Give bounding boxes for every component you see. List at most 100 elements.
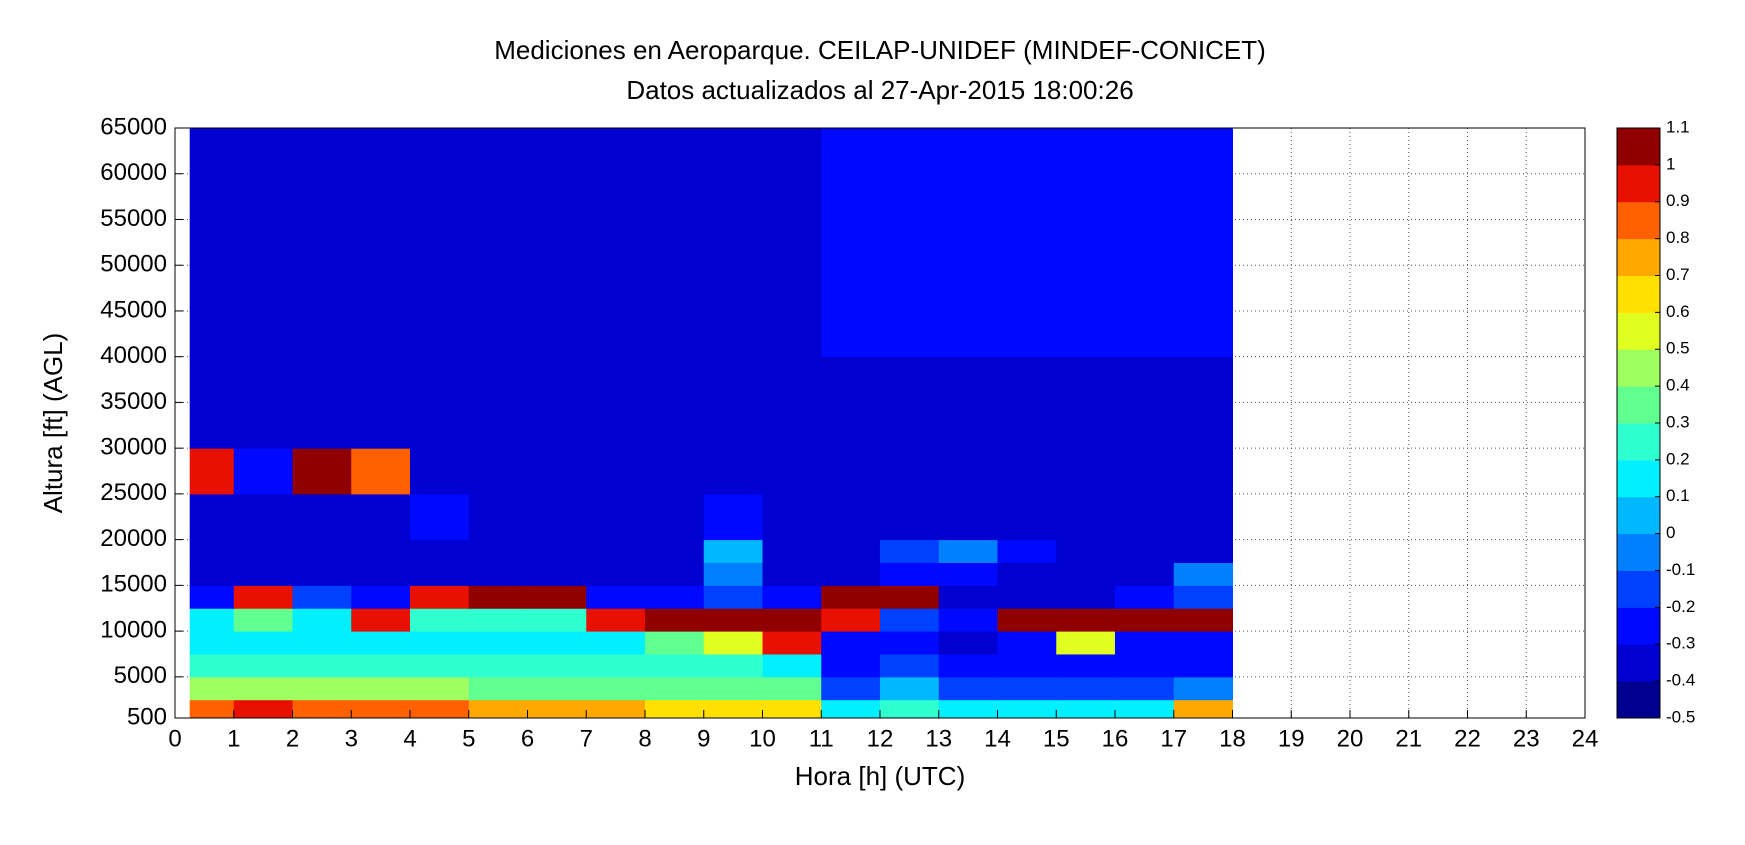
heatmap-cell <box>292 562 352 586</box>
heatmap-cell <box>821 493 881 541</box>
heatmap-cell <box>586 539 646 563</box>
heatmap-cell <box>233 128 293 266</box>
heatmap-cell <box>527 585 587 609</box>
heatmap-cell <box>292 608 352 632</box>
x-tick-label: 7 <box>580 725 593 752</box>
x-tick-label: 14 <box>984 725 1011 752</box>
y-tick-label: 25000 <box>100 479 167 506</box>
x-tick-label: 19 <box>1278 725 1305 752</box>
heatmap-cell <box>189 653 235 678</box>
y-tick-label: 5000 <box>114 662 167 689</box>
colorbar-swatch <box>1617 386 1660 424</box>
heatmap-cell <box>997 653 1057 678</box>
heatmap-cell <box>645 539 705 563</box>
x-tick-label: 16 <box>1102 725 1129 752</box>
x-tick-label: 9 <box>697 725 710 752</box>
heatmap-cell <box>468 608 528 632</box>
chart-title: Mediciones en Aeroparque. CEILAP-UNIDEF … <box>494 35 1266 65</box>
heatmap-cell <box>527 265 587 358</box>
heatmap-cell <box>880 356 940 449</box>
heatmap-cell <box>880 493 940 541</box>
x-tick-label: 20 <box>1337 725 1364 752</box>
heatmap-cell <box>292 539 352 563</box>
heatmap-cell <box>527 539 587 563</box>
heatmap-cell <box>1056 676 1116 701</box>
heatmap-cell <box>645 699 705 719</box>
heatmap-cell <box>1173 631 1233 655</box>
colorbar-tick-label: 0 <box>1666 523 1675 542</box>
heatmap-cell <box>762 585 822 609</box>
heatmap-cell <box>586 493 646 541</box>
heatmap-cell <box>762 493 822 541</box>
heatmap-cell <box>586 585 646 609</box>
heatmap-cell <box>1115 699 1175 719</box>
heatmap-cell <box>762 539 822 563</box>
heatmap-cell <box>1056 128 1116 266</box>
heatmap-cell <box>351 608 411 632</box>
heatmap-cell <box>1173 265 1233 358</box>
heatmap-cell <box>468 265 528 358</box>
heatmap-cell <box>821 128 881 266</box>
colorbar-swatch <box>1617 644 1660 682</box>
heatmap-cell <box>351 585 411 609</box>
heatmap-cell <box>468 676 528 701</box>
heatmap-cell <box>997 493 1057 541</box>
colorbar-tick-label: -0.1 <box>1666 560 1695 579</box>
heatmap-cell <box>586 653 646 678</box>
heatmap-cell <box>880 128 940 266</box>
heatmap-cell <box>1115 356 1175 449</box>
colorbar-tick-label: 1 <box>1666 154 1675 173</box>
heatmap-cell <box>645 653 705 678</box>
heatmap-cell <box>703 653 763 678</box>
heatmap-cell <box>703 631 763 655</box>
heatmap-cell <box>645 128 705 266</box>
heatmap-cell <box>527 631 587 655</box>
colorbar-swatch <box>1617 238 1660 276</box>
colorbar-tick-label: 0.4 <box>1666 376 1690 395</box>
heatmap-cell <box>821 653 881 678</box>
heatmap-cell <box>1056 562 1116 586</box>
heatmap-cell <box>1173 356 1233 449</box>
heatmap-cell <box>233 493 293 541</box>
heatmap-cell <box>468 585 528 609</box>
heatmap-cell <box>821 699 881 719</box>
heatmap-cell <box>233 562 293 586</box>
colorbar-tick-label: 0.5 <box>1666 339 1690 358</box>
heatmap-cell <box>468 356 528 449</box>
heatmap-cell <box>762 608 822 632</box>
heatmap-cell <box>997 699 1057 719</box>
heatmap-cell <box>880 608 940 632</box>
heatmap-cell <box>586 128 646 266</box>
x-tick-label: 12 <box>867 725 894 752</box>
heatmap-cell <box>645 265 705 358</box>
heatmap-cell <box>1056 631 1116 655</box>
heatmap-cell <box>586 265 646 358</box>
heatmap-cell <box>292 493 352 541</box>
heatmap-cell <box>821 631 881 655</box>
x-tick-label: 23 <box>1513 725 1540 752</box>
heatmap-cell <box>1173 585 1233 609</box>
heatmap-cell <box>880 631 940 655</box>
heatmap-cell <box>703 356 763 449</box>
heatmap-cell <box>468 128 528 266</box>
heatmap-cell <box>233 699 293 719</box>
heatmap-cell <box>938 608 998 632</box>
heatmap-cell <box>292 585 352 609</box>
heatmap-cell <box>586 356 646 449</box>
heatmap-cell <box>703 699 763 719</box>
y-tick-label: 20000 <box>100 525 167 552</box>
heatmap-cell <box>997 676 1057 701</box>
x-tick-label: 2 <box>286 725 299 752</box>
colorbar-swatch <box>1617 533 1660 571</box>
x-tick-label: 22 <box>1454 725 1481 752</box>
heatmap-cell <box>938 356 998 449</box>
heatmap-cell <box>586 676 646 701</box>
heatmap-cell <box>410 493 470 541</box>
heatmap-cell <box>703 265 763 358</box>
heatmap-cell <box>938 265 998 358</box>
x-tick-label: 21 <box>1395 725 1422 752</box>
x-tick-label: 15 <box>1043 725 1070 752</box>
heatmap-cell <box>880 448 940 495</box>
x-tick-label: 17 <box>1160 725 1187 752</box>
heatmap-cell <box>1056 585 1116 609</box>
